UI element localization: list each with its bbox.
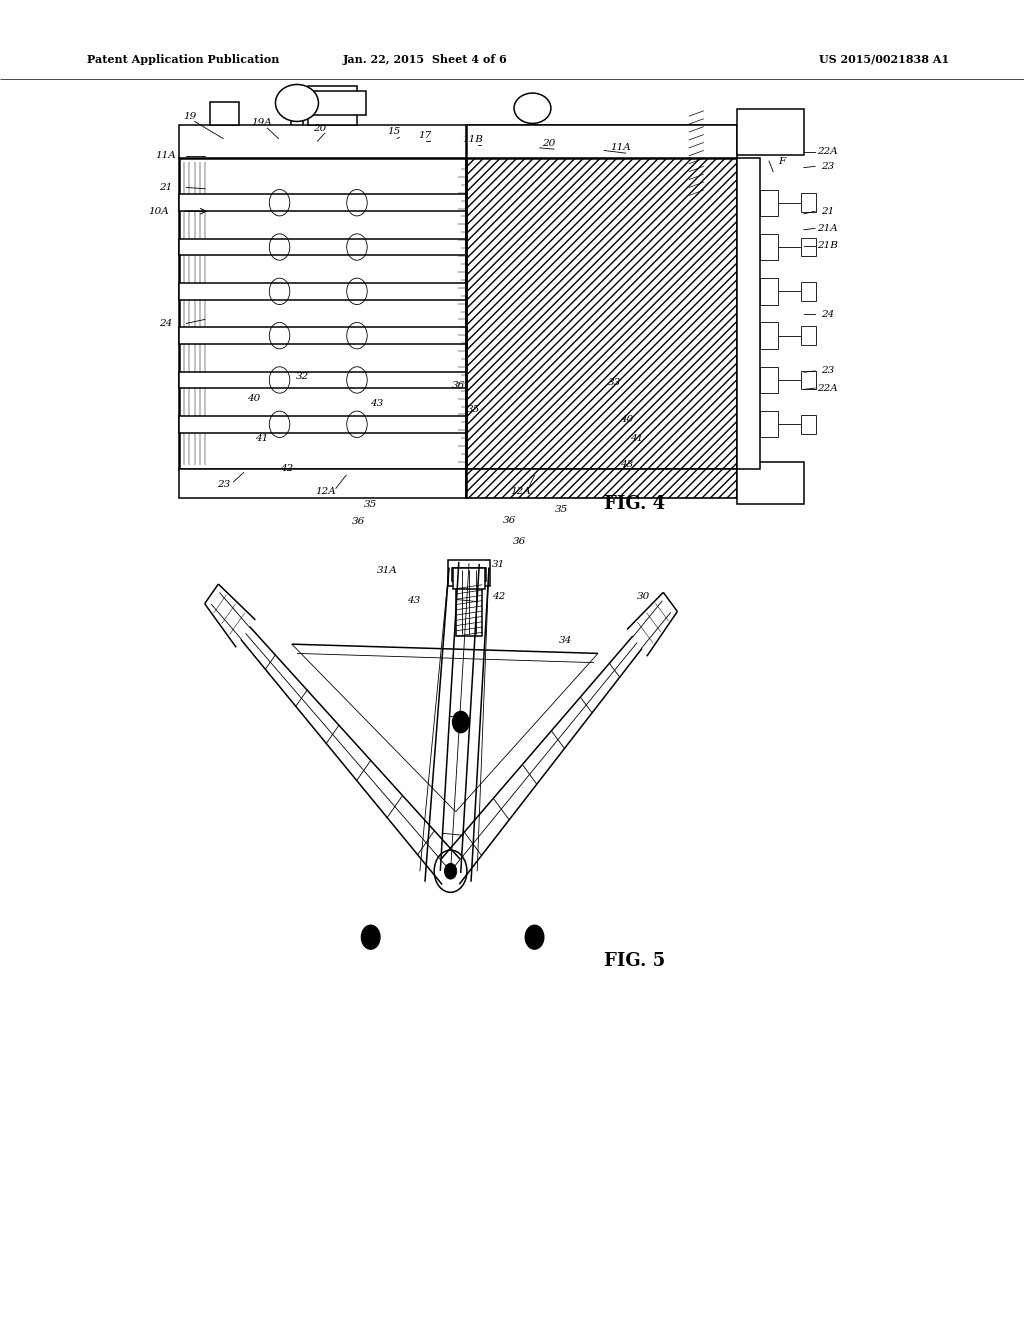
Circle shape <box>525 925 544 949</box>
Bar <box>801 194 816 213</box>
Bar <box>466 469 737 498</box>
Text: 40: 40 <box>248 395 260 403</box>
Text: 43: 43 <box>371 400 383 408</box>
Ellipse shape <box>275 84 318 121</box>
Text: 30: 30 <box>637 593 649 601</box>
Text: 43: 43 <box>408 597 420 605</box>
Text: 23: 23 <box>821 367 834 375</box>
Text: 24: 24 <box>821 310 834 318</box>
Bar <box>179 371 466 388</box>
Text: 21: 21 <box>160 183 172 191</box>
Text: 42: 42 <box>281 465 293 473</box>
Text: 41: 41 <box>256 434 268 442</box>
Text: FIG. 4: FIG. 4 <box>604 495 666 513</box>
Text: 35: 35 <box>365 500 377 508</box>
Bar <box>801 414 816 433</box>
Text: 35: 35 <box>555 506 567 513</box>
Text: 36: 36 <box>504 516 516 524</box>
Bar <box>466 158 737 469</box>
Bar <box>760 367 778 393</box>
Bar <box>737 158 760 469</box>
Bar <box>179 158 466 469</box>
Bar <box>760 411 778 437</box>
Bar <box>456 568 482 636</box>
Text: Patent Application Publication: Patent Application Publication <box>87 54 280 65</box>
Text: 10A: 10A <box>148 207 169 215</box>
Bar <box>760 234 778 260</box>
Circle shape <box>453 711 469 733</box>
Bar <box>760 190 778 216</box>
Circle shape <box>361 925 380 949</box>
Bar <box>179 194 466 211</box>
Bar <box>801 282 816 301</box>
Bar <box>760 322 778 348</box>
Bar <box>452 568 486 581</box>
Bar <box>453 568 485 589</box>
Text: 23: 23 <box>217 480 229 488</box>
Bar <box>801 371 816 389</box>
Bar <box>300 91 366 115</box>
Bar <box>179 282 466 300</box>
Text: F: F <box>777 157 785 165</box>
Text: Jan. 22, 2015  Sheet 4 of 6: Jan. 22, 2015 Sheet 4 of 6 <box>343 54 507 65</box>
Text: 12A: 12A <box>315 487 336 495</box>
Text: 40: 40 <box>621 416 633 424</box>
Text: 43: 43 <box>621 461 633 469</box>
Bar <box>179 125 737 158</box>
Text: 42: 42 <box>493 593 505 601</box>
Bar <box>466 469 737 498</box>
Text: 20: 20 <box>313 124 326 132</box>
Text: 33: 33 <box>608 379 621 387</box>
Bar <box>210 102 239 125</box>
Text: 17: 17 <box>419 132 431 140</box>
Text: 19: 19 <box>183 112 196 120</box>
Text: 21A: 21A <box>817 224 838 232</box>
Text: 36: 36 <box>513 537 525 545</box>
Bar <box>737 110 804 156</box>
Bar <box>466 125 737 158</box>
Bar <box>760 279 778 305</box>
Text: 31A: 31A <box>377 566 397 574</box>
Bar <box>179 469 466 498</box>
Text: FIG. 5: FIG. 5 <box>604 952 666 970</box>
Text: 32: 32 <box>296 372 308 380</box>
Bar <box>179 327 466 345</box>
Bar <box>801 326 816 345</box>
Text: 15: 15 <box>388 128 400 136</box>
Text: 21: 21 <box>821 207 834 215</box>
Text: 41: 41 <box>631 434 643 442</box>
Bar <box>179 416 466 433</box>
Text: 36: 36 <box>453 381 465 389</box>
Text: 20: 20 <box>543 140 555 148</box>
Circle shape <box>444 863 457 879</box>
Text: US 2015/0021838 A1: US 2015/0021838 A1 <box>819 54 949 65</box>
Text: 19A: 19A <box>252 119 272 127</box>
Text: 36: 36 <box>352 517 365 525</box>
Text: 23: 23 <box>821 162 834 170</box>
Text: 22A: 22A <box>817 148 838 156</box>
Text: 11A: 11A <box>610 144 631 152</box>
Bar <box>801 238 816 256</box>
Text: 12A: 12A <box>510 487 530 495</box>
Bar <box>308 86 357 125</box>
Text: 31: 31 <box>493 561 505 569</box>
Text: 11A: 11A <box>156 152 176 160</box>
Bar <box>179 239 466 256</box>
Text: 22A: 22A <box>817 384 838 392</box>
Bar <box>447 560 490 586</box>
Text: 34: 34 <box>559 636 571 644</box>
Bar <box>466 158 737 469</box>
Text: 21B: 21B <box>817 242 838 249</box>
Bar <box>737 462 804 504</box>
Text: 35: 35 <box>467 405 479 413</box>
Text: 11B: 11B <box>463 136 483 144</box>
Ellipse shape <box>514 92 551 124</box>
Text: 24: 24 <box>160 319 172 327</box>
